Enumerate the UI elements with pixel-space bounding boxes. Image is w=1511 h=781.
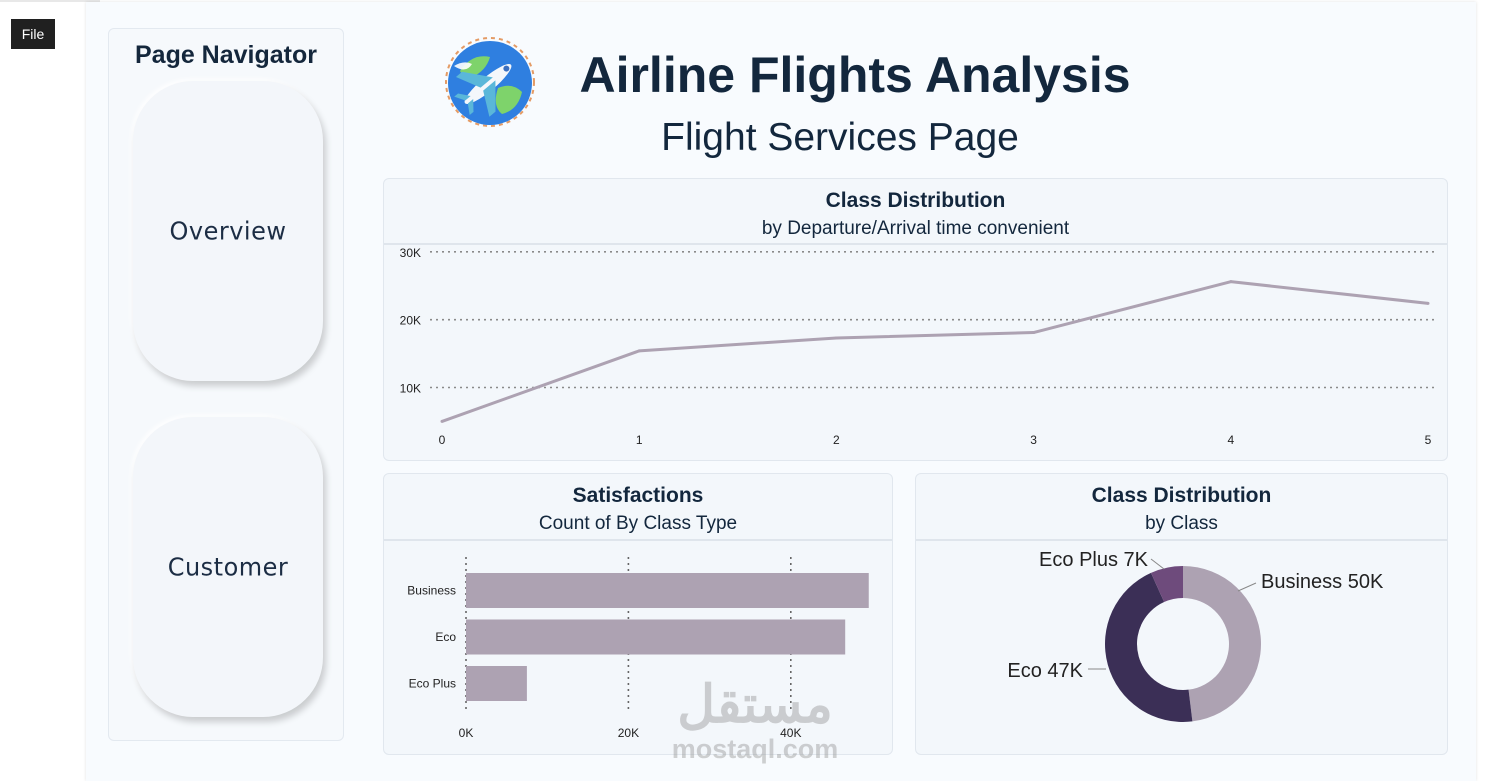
slice-label: Business 50K <box>1261 571 1384 593</box>
page-subtitle: Flight Services Page <box>661 116 1019 159</box>
bar-chart-title: Satisfactions <box>572 484 704 507</box>
x-tick-label: 20K <box>618 726 639 740</box>
slice-label: Eco 47K <box>1007 660 1083 682</box>
category-label: Eco <box>435 630 456 644</box>
bar <box>466 619 846 655</box>
bar-chart-panel: Satisfactions Count of By Class Type 0K 2… <box>383 473 893 755</box>
line-chart-header: Class Distribution by Departure/Arrival … <box>384 179 1447 245</box>
data-point <box>440 419 444 423</box>
donut-chart: Business 50K Eco 47K Eco Plus 7K <box>1007 549 1384 722</box>
donut-slice <box>1105 572 1193 722</box>
donut-slice <box>1183 566 1262 722</box>
overview-nav-label: Overview <box>169 216 287 246</box>
page-navigator: Page Navigator Overview Customer <box>108 28 344 741</box>
file-menu-button[interactable]: File <box>11 19 55 49</box>
donut-chart-subtitle: by Class <box>1145 513 1218 534</box>
donut-slice <box>1150 566 1183 603</box>
donut-chart-panel: Class Distribution by Class Business 50K… <box>915 473 1448 755</box>
donut-chart-header: Class Distribution by Class <box>916 474 1447 541</box>
x-tick-label: 2 <box>833 433 840 447</box>
slice-leader-line <box>1150 558 1165 570</box>
bar-chart-header: Satisfactions Count of By Class Type <box>384 474 892 541</box>
bar <box>466 573 869 608</box>
airplane-globe-icon <box>445 37 535 127</box>
bar <box>466 666 527 701</box>
line-chart-title: Class Distribution <box>825 189 1006 212</box>
slice-leader-line <box>1237 582 1257 592</box>
series-line <box>441 280 1429 423</box>
page-title: Airline Flights Analysis <box>579 47 1131 103</box>
donut-chart-title: Class Distribution <box>1091 484 1272 507</box>
data-point <box>834 336 838 340</box>
x-tick-label: 5 <box>1425 433 1432 447</box>
x-tick-label: 0K <box>459 726 474 740</box>
category-label: Business <box>407 584 456 598</box>
bar-chart: 0K 20K 40K Business Eco Eco Plus <box>407 557 869 740</box>
category-label: Eco Plus <box>409 677 456 691</box>
y-tick-label: 10K <box>400 382 421 396</box>
overview-nav-button[interactable]: Overview <box>133 81 323 381</box>
customer-nav-button[interactable]: Customer <box>133 417 323 717</box>
data-point <box>1426 301 1430 305</box>
x-tick-label: 0 <box>439 433 446 447</box>
x-tick-label: 1 <box>636 433 643 447</box>
slice-label: Eco Plus 7K <box>1039 549 1149 571</box>
data-point <box>637 349 641 353</box>
data-point <box>1229 280 1233 284</box>
y-tick-label: 30K <box>400 246 421 260</box>
line-chart-subtitle: by Departure/Arrival time convenient <box>761 218 1070 239</box>
top-divider <box>0 0 100 2</box>
x-tick-label: 40K <box>780 726 801 740</box>
x-tick-label: 3 <box>1030 433 1037 447</box>
line-chart: 10K 20K 30K 0 1 2 3 4 5 <box>400 246 1436 447</box>
data-point <box>1032 331 1036 335</box>
navigator-title: Page Navigator <box>134 41 317 69</box>
line-chart-panel: Class Distribution by Departure/Arrival … <box>383 178 1448 461</box>
y-tick-label: 20K <box>400 314 421 328</box>
x-tick-label: 4 <box>1227 433 1234 447</box>
customer-nav-label: Customer <box>167 552 289 582</box>
bar-chart-subtitle: Count of By Class Type <box>538 513 738 534</box>
